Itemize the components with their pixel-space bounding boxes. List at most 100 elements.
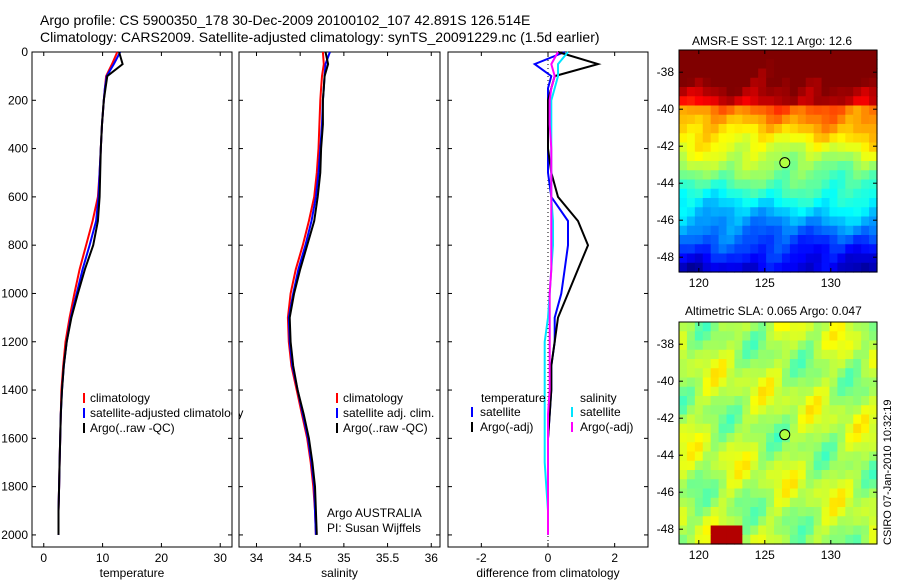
map-cell [758,59,767,70]
map-cell [837,479,846,490]
map-cell [797,396,807,406]
map-cell [694,179,704,190]
map-cell [726,50,736,60]
map-cell [861,451,870,462]
map-cell [710,349,720,360]
map-cell [837,207,846,218]
map-y-tick-label: -38 [657,337,675,351]
series-2-3 [547,51,559,535]
map-cell [821,525,831,536]
map-cell [774,340,783,351]
map-cell [726,114,736,125]
map-cell [853,77,862,88]
map-cell [845,262,854,273]
map-cell [853,349,862,360]
diff-legend-entry: Argo(-adj) [580,420,633,434]
map-cell [789,470,799,480]
map-cell [702,77,712,88]
legend-clip [232,380,239,440]
map-cell [726,262,736,273]
map-cell [789,188,799,199]
map-cell [805,170,815,181]
map-cell [686,479,696,490]
map-y-tick-label: -44 [657,176,675,190]
map-cell [797,124,807,134]
map-cell [845,235,854,245]
map-cell [686,216,696,227]
map-cell [781,377,791,388]
y-tick-label: 200 [8,93,28,107]
map-cell [742,534,751,545]
map-cell [774,170,783,181]
map-cell [861,349,870,360]
map-cell [861,225,870,236]
map-cell [702,423,712,434]
map-cell [726,516,736,527]
map-cell [781,507,791,517]
map-cell [734,235,743,245]
map-cell [789,235,799,245]
map-cell [821,377,831,388]
map-cell [686,142,696,153]
map-cell [702,68,712,79]
map-cell [837,68,846,79]
map-cell [686,262,696,273]
map-cell [813,442,823,453]
map-cell [726,405,736,416]
map-cell [742,433,751,443]
map-cell [869,451,878,462]
map-cell [789,68,799,79]
map-cell [829,516,838,527]
map-cell [686,488,696,499]
map-cell [734,96,743,107]
map-cell [821,368,831,379]
map-cell [734,507,743,517]
map-cell [766,170,775,181]
map-cell [869,244,878,255]
map-cell [679,433,688,443]
map-cell [734,423,743,434]
map-cell [766,151,775,162]
x-tick-label: -2 [476,551,487,565]
map-cell [694,423,704,434]
map-cell [734,170,743,181]
x-axis-label: difference from climatology [476,566,619,580]
map-cell [861,525,870,536]
map-cell [789,405,799,416]
map-y-tick-label: -48 [657,522,675,536]
map-cell [821,235,831,245]
map-cell [781,396,791,406]
map-cell [742,396,751,406]
map-cell [861,377,870,388]
map-cell [718,497,728,508]
map-cell [694,340,704,351]
map-cell [837,235,846,245]
map-cell [837,253,846,264]
map-cell [829,161,838,171]
map-cell [797,235,807,245]
map-cell [758,105,767,116]
map-cell [679,161,688,171]
map-cell [766,96,775,107]
map-cell [781,253,791,264]
map-cell [758,216,767,227]
x-tick-label: 35.5 [376,551,400,565]
map-cell [718,50,728,60]
map-cell [813,96,823,107]
map-cell [805,124,815,134]
y-tick-label: 1800 [1,480,28,494]
map-cell [702,87,712,97]
map-cell [797,244,807,255]
map-cell [702,470,712,480]
map-cell [702,170,712,181]
map-cell [845,124,854,134]
map-cell [869,207,878,218]
map-cell [694,198,704,208]
map-cell [813,188,823,199]
map-cell [710,198,720,208]
map-cell [805,405,815,416]
map-cell [805,161,815,171]
map-cell [797,133,807,144]
map-cell [758,133,767,144]
map-cell [679,470,688,480]
